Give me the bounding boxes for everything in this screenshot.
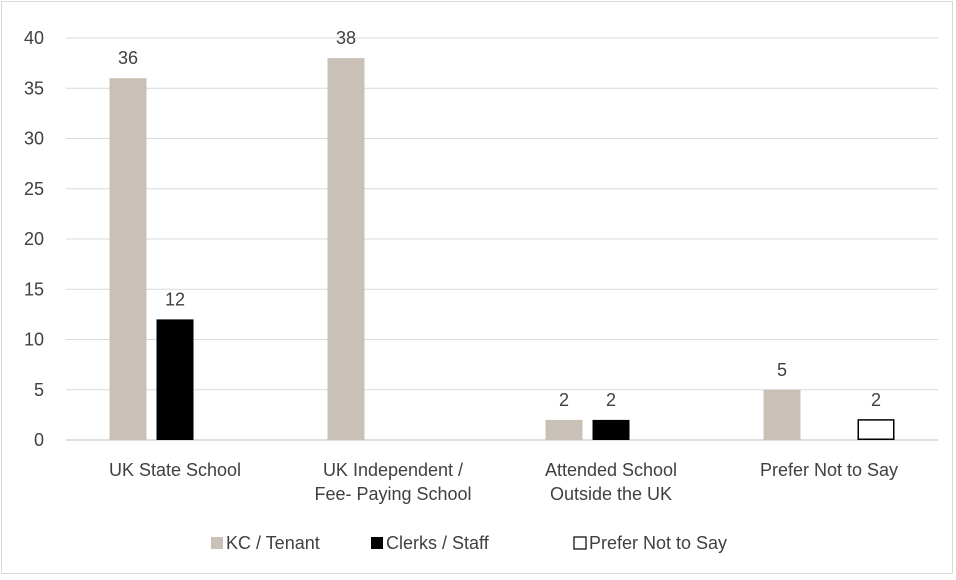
x-category-label: Attended School [545,460,677,480]
legend-swatch [573,536,587,550]
bar [857,419,895,440]
y-tick-label: 30 [24,129,44,149]
legend: KC / Tenant Clerks / Staff Prefer Not to S… [211,533,727,553]
bar [592,419,630,440]
data-label: 36 [118,48,138,68]
data-labels: 36 12 38 2 2 5 2 [118,28,881,410]
y-tick-label: 25 [24,179,44,199]
y-tick-label: 0 [34,430,44,450]
y-tick-label: 10 [24,330,44,350]
y-tick-label: 20 [24,229,44,249]
y-tick-label: 5 [34,380,44,400]
x-axis-categories: UK State School UK Independent / Fee- Payi… [109,460,898,504]
legend-label: KC / Tenant [226,533,320,553]
bar [763,389,801,440]
bar [156,319,194,440]
data-label: 2 [559,390,569,410]
gridlines [66,37,938,441]
x-category-label: Prefer Not to Say [760,460,898,480]
bar [327,58,365,440]
bar [109,78,147,440]
legend-swatch [371,537,383,549]
y-tick-label: 35 [24,78,44,98]
legend-label: Prefer Not to Say [589,533,727,553]
data-label: 5 [777,360,787,380]
x-category-label: UK State School [109,460,241,480]
y-tick-label: 40 [24,28,44,48]
legend-swatch [211,537,223,549]
data-label: 2 [606,390,616,410]
x-category-label: Fee- Paying School [314,484,471,504]
x-category-label: Outside the UK [550,484,672,504]
y-tick-label: 15 [24,279,44,299]
data-label: 12 [165,289,185,309]
legend-label: Clerks / Staff [386,533,490,553]
x-category-label: UK Independent / [323,460,463,480]
data-label: 38 [336,28,356,48]
data-label: 2 [871,390,881,410]
bars [109,58,895,440]
y-axis-ticks: 0 5 10 15 20 25 30 35 40 [24,28,44,450]
bar [545,419,583,440]
